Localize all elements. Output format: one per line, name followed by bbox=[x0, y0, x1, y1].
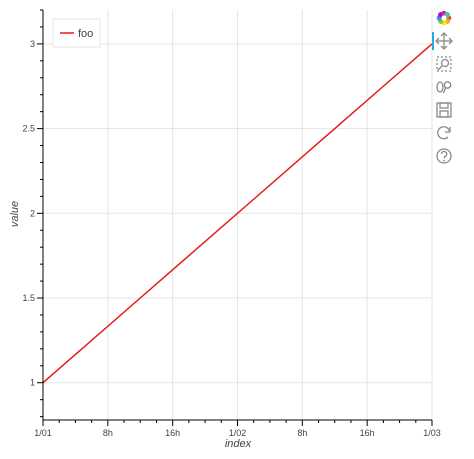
bokeh-logo-icon bbox=[436, 10, 452, 26]
x-axis-title: index bbox=[225, 438, 252, 450]
pan-tool-icon[interactable] bbox=[432, 31, 456, 51]
wheel-lens bbox=[443, 81, 452, 89]
x-tick-label: 1/03 bbox=[423, 428, 441, 438]
x-tick-label: 1/02 bbox=[229, 428, 247, 438]
legend: foo bbox=[52, 18, 101, 48]
save-label bbox=[439, 110, 449, 118]
active-tool-indicator bbox=[432, 32, 434, 50]
wheel-zoom-tool-icon[interactable] bbox=[434, 77, 456, 97]
pan-arrows bbox=[435, 32, 453, 50]
y-tick-label: 2.5 bbox=[22, 124, 35, 134]
logo-center bbox=[441, 15, 447, 21]
y-axis-ticks: 1 1.5 2 2.5 3 bbox=[22, 9, 43, 418]
save-shutter bbox=[439, 102, 449, 109]
help-dot bbox=[443, 159, 445, 162]
box-zoom-tool-icon[interactable] bbox=[434, 54, 456, 74]
series-line-foo bbox=[42, 43, 433, 384]
y-tick-label: 2 bbox=[30, 208, 35, 218]
y-tick-label: 3 bbox=[30, 39, 35, 49]
x-tick-label: 16h bbox=[360, 428, 375, 438]
wheel-handle bbox=[442, 87, 447, 94]
wheel-shape bbox=[436, 81, 444, 93]
x-tick-label: 8h bbox=[103, 428, 113, 438]
box-zoom-frame bbox=[436, 56, 452, 72]
y-axis-title: value bbox=[9, 201, 21, 227]
save-tool-icon[interactable] bbox=[434, 100, 456, 120]
x-tick-label: 16h bbox=[165, 428, 180, 438]
box-zoom-handle bbox=[437, 65, 443, 71]
legend-label: foo bbox=[78, 28, 93, 40]
x-axis-ticks: 1/01 8h 16h 1/02 8h 16h 1/03 bbox=[34, 420, 441, 438]
x-tick-label: 1/01 bbox=[34, 428, 52, 438]
toolbar bbox=[432, 10, 456, 166]
help-question bbox=[440, 150, 448, 159]
reset-tool-icon[interactable] bbox=[434, 123, 456, 143]
help-ring bbox=[436, 148, 452, 164]
reset-arrowhead bbox=[445, 127, 451, 133]
x-tick-label: 8h bbox=[297, 428, 307, 438]
help-tool-icon[interactable] bbox=[434, 146, 456, 166]
box-zoom-lens bbox=[440, 58, 450, 68]
grid-lines bbox=[42, 10, 433, 420]
y-tick-label: 1 bbox=[30, 378, 35, 388]
y-tick-label: 1.5 bbox=[22, 293, 35, 303]
reset-arc bbox=[437, 126, 451, 140]
series-layer bbox=[42, 43, 433, 384]
